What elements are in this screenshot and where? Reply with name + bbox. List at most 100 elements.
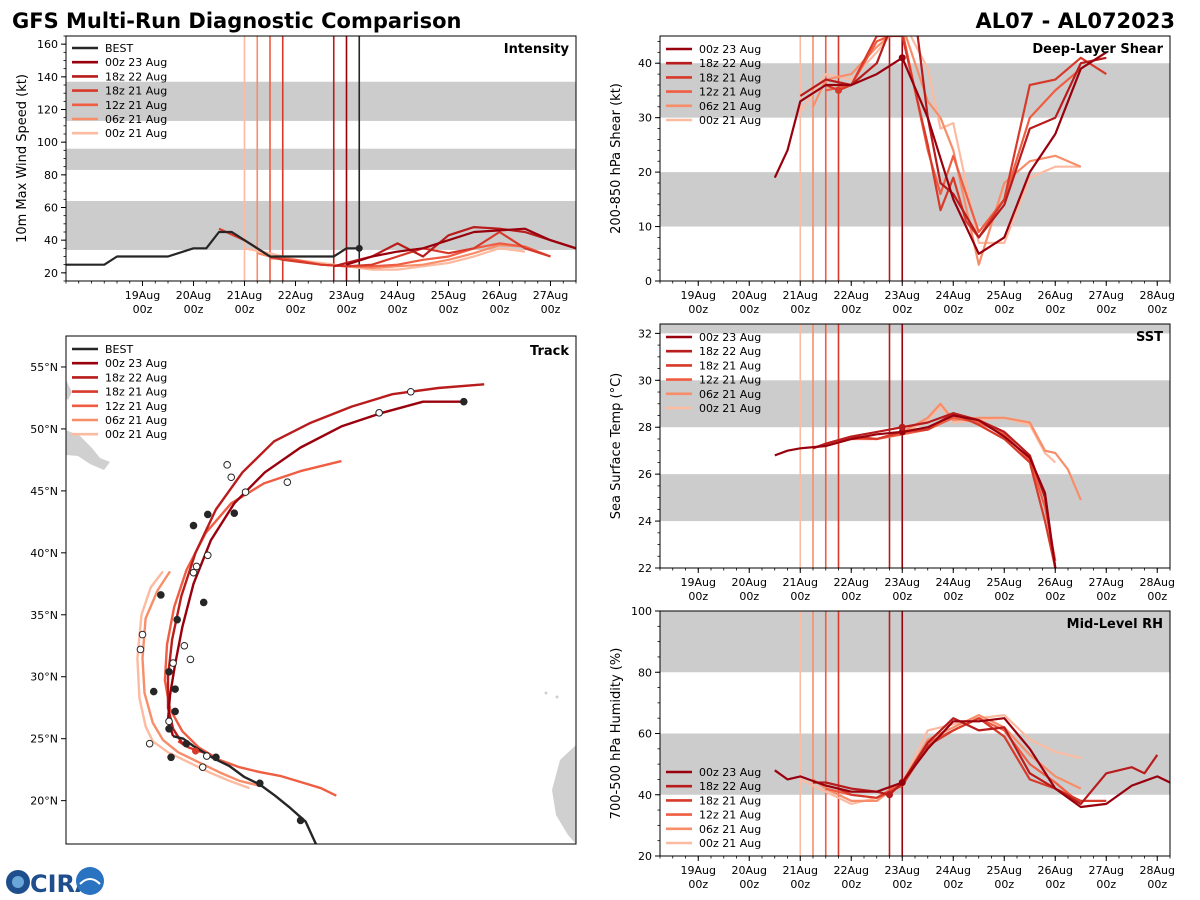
legend-label: 12z 21 Aug [699,374,761,387]
x-tick-day: 25Aug [431,289,466,302]
threshold-band [660,172,1170,227]
track-position-marker [145,739,154,748]
legend-label: 00z 21 Aug [105,428,167,441]
x-tick-hour: 00z [790,878,810,891]
x-tick-hour: 00z [235,303,255,316]
init-point [898,779,906,786]
x-tick-hour: 00z [943,878,963,891]
legend-label: 18z 21 Aug [105,85,167,98]
x-tick-hour: 00z [1045,303,1065,316]
logo-wave-icon [79,878,101,885]
logo-globe-inner-icon [12,876,24,888]
legend-label: 00z 21 Aug [105,127,167,140]
x-tick-day: 27Aug [1089,864,1124,877]
track-position-marker [149,687,158,696]
legend-label: BEST [105,42,133,55]
legend-label: 00z 21 Aug [699,837,761,850]
track-position-marker [375,409,383,417]
x-tick-hour: 00z [790,590,810,603]
series-line-00z-23-aug [774,414,1057,568]
x-tick-hour: 00z [1147,878,1167,891]
y-tick-label: 10 [638,221,652,234]
x-tick-day: 21Aug [783,289,818,302]
x-tick-hour: 00z [994,878,1014,891]
rh-ylabel: 700-500 hPa Humidity (%) [609,648,624,820]
track-position-marker [212,753,220,762]
track-position-marker [136,645,145,654]
legend-label: 12z 21 Aug [105,400,167,413]
series-line-00z-23-aug [774,717,1170,809]
track-position-marker [180,641,189,650]
cira-logo: CIRA [6,867,104,898]
track-frame [65,335,577,845]
threshold-band [66,81,576,121]
x-tick-day: 22Aug [278,289,313,302]
y-tick-label: 32 [638,327,652,340]
legend-label: 12z 21 Aug [105,99,167,112]
rh-title: Mid-Level RH [1067,617,1163,632]
x-tick-day: 23Aug [885,576,920,589]
track-position-marker [203,551,212,560]
legend-label: 00z 23 Aug [699,331,761,344]
track-position-marker [241,488,250,496]
series-line-12z-21-aug [825,36,1082,234]
x-tick-hour: 00z [1045,590,1065,603]
newfoundland-landmass [66,430,110,470]
legend-label: 00z 23 Aug [105,357,167,370]
labrador-landmass [66,380,72,400]
x-tick-hour: 00z [841,878,861,891]
series-line-00z-21-aug [799,713,1082,806]
x-tick-hour: 00z [841,303,861,316]
lat-tick-label: 25°N [30,733,58,746]
track-position-marker [202,752,211,760]
y-tick-label: 0 [645,275,652,288]
x-tick-day: 21Aug [783,864,818,877]
x-tick-day: 20Aug [732,289,767,302]
legend-label: 00z 23 Aug [105,56,167,69]
track-position-marker [198,763,207,771]
legend-label: 18z 22 Aug [105,371,167,384]
threshold-band [660,380,1170,428]
x-tick-hour: 00z [688,303,708,316]
x-tick-day: 20Aug [176,289,211,302]
x-tick-hour: 00z [892,303,912,316]
x-tick-day: 28Aug [1140,289,1175,302]
x-tick-day: 25Aug [987,576,1022,589]
series-line-18z-21-aug [825,36,1107,239]
x-tick-day: 25Aug [987,864,1022,877]
rh-plot-area [660,611,1170,856]
legend-label: 18z 21 Aug [105,386,167,399]
legend-label: 00z 23 Aug [699,766,761,779]
x-tick-hour: 00z [184,303,204,316]
y-tick-label: 120 [37,104,58,117]
y-tick-label: 24 [638,515,652,528]
x-tick-day: 27Aug [1089,289,1124,302]
x-tick-hour: 00z [1096,303,1116,316]
track-line [136,570,251,790]
shear-title: Deep-Layer Shear [1032,42,1163,57]
y-tick-label: 20 [638,166,652,179]
y-tick-label: 40 [638,789,652,802]
intensity-title: Intensity [504,42,570,57]
x-tick-day: 23Aug [885,864,920,877]
y-tick-label: 40 [44,234,58,247]
x-tick-day: 22Aug [834,576,869,589]
x-tick-day: 28Aug [1140,864,1175,877]
legend-label: 18z 22 Aug [699,780,761,793]
lat-tick-label: 30°N [30,671,58,684]
track-position-marker [223,461,231,469]
y-tick-label: 30 [638,112,652,125]
x-tick-day: 26Aug [1038,289,1073,302]
track-position-marker [203,510,212,519]
track-position-marker [165,667,173,676]
series-line-00z-23-aug [346,227,576,266]
track-position-marker [182,739,191,748]
x-tick-hour: 00z [337,303,357,316]
x-tick-hour: 00z [133,303,153,316]
track-position-marker [296,816,305,825]
y-tick-label: 60 [638,728,652,741]
